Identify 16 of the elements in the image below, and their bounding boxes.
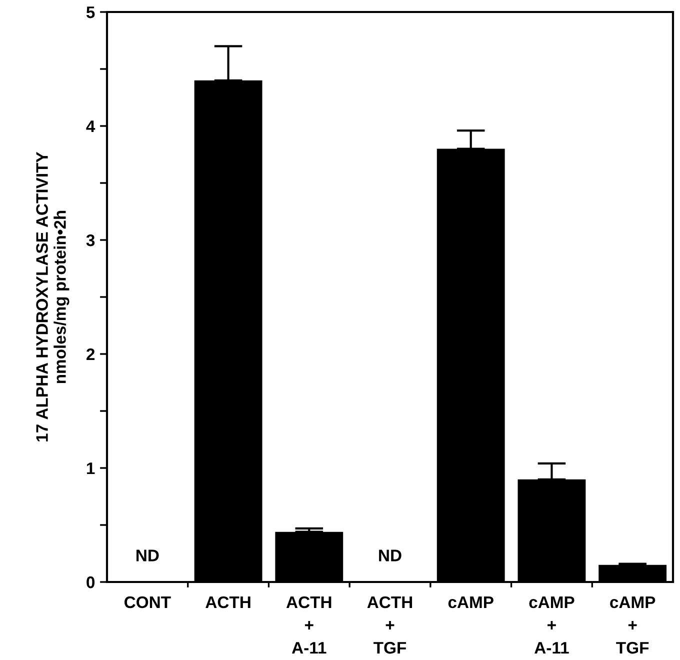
y-tick-label: 4 — [86, 120, 96, 132]
y-tick-label: 0 — [86, 576, 95, 588]
annotation: ND — [136, 550, 159, 562]
x-tick-label: CONT — [124, 596, 171, 608]
x-tick-label: cAMP — [448, 596, 494, 608]
x-tick-label: cAMP + TGF — [610, 596, 656, 654]
y-tick-label: 1 — [86, 462, 95, 474]
y-tick-label: 3 — [86, 234, 95, 246]
y-tick-label: 2 — [86, 348, 95, 360]
annotation: ND — [379, 550, 402, 562]
y-axis-title: 17 ALPHA HYDROXYLASE ACTIVITY nmoles/mg protein•2h — [36, 152, 70, 442]
x-tick-label: cAMP + A-11 — [529, 596, 574, 654]
x-tick-label: ACTH + TGF — [367, 596, 412, 654]
x-tick-label: ACTH — [206, 596, 250, 608]
x-tick-label: ACTH + A-11 — [286, 596, 332, 654]
y-tick-label: 5 — [86, 6, 95, 18]
